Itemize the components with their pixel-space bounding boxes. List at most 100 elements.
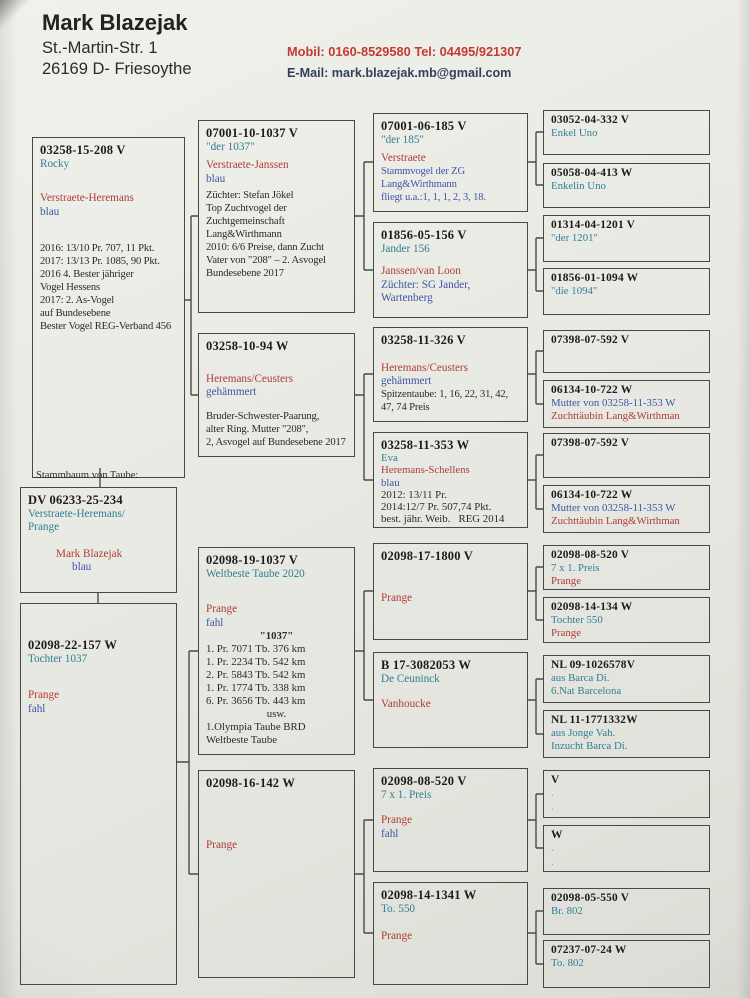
strain-name: Prange [28, 689, 60, 702]
breeder-name: Mark Blazejak [56, 547, 123, 560]
note-line: alter Ring. Mutter "208", [206, 423, 309, 435]
pigeon-name: aus Jonge Vah. [551, 727, 616, 740]
strain-name: Vanhoucke [381, 698, 431, 711]
info-line: Wartenberg [381, 292, 433, 305]
pedigree-box-02098-08-520: 02098-08-520 V 7 x 1. Preis Prange fahl [373, 768, 528, 872]
strain-name: Prange [28, 521, 60, 534]
tree-title: Stammbaum von Taube: [36, 470, 139, 481]
strain-name: Verstraete-Heremans/ [28, 508, 125, 520]
pigeon-name: Tochter 1037 [28, 653, 88, 665]
placeholder-dot: . [551, 843, 554, 855]
pedigree-box-01314-04-1201: 01314-04-1201 V "der 1201" [543, 215, 710, 262]
note-line: 2016 4. Bester jähriger [40, 269, 134, 281]
ring-number: 06134-10-722 W [551, 489, 633, 501]
strain-name: Heremans-Schellens [381, 464, 470, 477]
contact-phone: Mobil: 0160-8529580 Tel: 04495/921307 [287, 44, 522, 59]
ring-number: 07237-07-24 W [551, 944, 627, 956]
result-line: 1. Pr. 2234 Tb. 542 km [206, 656, 306, 669]
ring-number: 07398-07-592 V [551, 334, 630, 346]
pedigree-box-03258-15-208: 03258-15-208 V Rocky Verstraete-Heremans… [32, 137, 185, 478]
etc-line: usw. [266, 708, 287, 721]
note-line: Vater von "208" – 2. Asvogel [206, 254, 326, 266]
pedigree-box-02098-17-1800: 02098-17-1800 V Prange [373, 543, 528, 640]
note-line: 2, Asvogel auf Bundesebene 2017 [206, 436, 346, 448]
placeholder-dot: . [551, 856, 554, 868]
strain-name: Janssen/van Loon [381, 265, 461, 278]
strain-name: Heremans/Ceusters [381, 362, 468, 374]
pedigree-box-02098-08-520-g4: 02098-08-520 V 7 x 1. Preis Prange [543, 545, 710, 590]
race-results: 1. Pr. 7071 Tb. 376 km 1. Pr. 2234 Tb. 5… [206, 643, 347, 708]
note-line: Vogel Hessens [40, 282, 100, 294]
note-line: 2012: 13/11 Pr. [381, 488, 447, 501]
strain-name: Prange [551, 626, 581, 639]
strain-name: Prange [206, 839, 238, 851]
result-line: 1. Pr. 1774 Tb. 338 km [206, 682, 306, 695]
note-line: 2010: 6/6 Preise, dann Zucht [206, 242, 324, 253]
ring-number: NL 11-1771332W [551, 714, 638, 726]
pedigree-box-07001-10-1037: 07001-10-1037 V "der 1037" Verstraete-Ja… [198, 120, 355, 313]
pigeon-name: "die 1094" [551, 285, 598, 298]
note-line: 2017: 13/13 Pr. 1085, 90 Pkt. [40, 256, 160, 268]
ring-number: V [551, 774, 560, 786]
pigeon-nickname: "1037" [259, 630, 294, 643]
info-line: fliegt u.a.:1, 1, 1, 2, 3, 18. [381, 191, 486, 203]
pedigree-box-07398-07-592-a: 07398-07-592 V [543, 330, 710, 373]
color-word: blau [72, 561, 92, 574]
note-line: Top Zuchtvogel der [206, 203, 287, 215]
ring-number: 02098-16-142 W [206, 776, 296, 790]
owner-address-line2: 26169 D- Friesoythe [42, 60, 192, 78]
pedigree-box-01856-01-1094: 01856-01-1094 W "die 1094" [543, 268, 710, 315]
note-line: Lang&Wirthmann [206, 229, 282, 241]
pedigree-box-empty-V: V . . [543, 770, 710, 818]
pedigree-box-03052-04-332: 03052-04-332 V Enkel Uno [543, 110, 710, 155]
ring-number: 02098-22-157 W [28, 638, 118, 652]
ring-number: 07398-07-592 V [551, 437, 630, 449]
note-line: 47, 74 Preis [381, 401, 430, 413]
pigeon-name: "der 185" [381, 134, 424, 146]
info-line: Mutter von 03258-11-353 W [551, 397, 676, 410]
pedigree-box-01856-05-156: 01856-05-156 V Jander 156 Janssen/van Lo… [373, 222, 528, 318]
note-line: 2017: 2. As-Vogel [40, 295, 115, 306]
result-notes: Züchter: Stefan Jökel Top Zuchtvogel der… [206, 190, 347, 280]
ring-number: 01314-04-1201 V [551, 219, 636, 231]
result-line: 6. Pr. 3656 Tb. 443 km [206, 695, 306, 708]
owner-address-line1: St.-Martin-Str. 1 [42, 39, 158, 57]
color-word: fahl [206, 616, 224, 629]
contact-email: E-Mail: mark.blazejak.mb@gmail.com [287, 66, 512, 80]
result-notes: 2016: 13/10 Pr. 707, 11 Pkt. 2017: 13/13… [40, 243, 177, 333]
note-line: 2016: 13/10 Pr. 707, 11 Pkt. [40, 243, 155, 255]
ring-number: 01856-05-156 V [381, 228, 467, 242]
ring-number: 03258-11-326 V [381, 333, 466, 347]
pigeon-name: De Ceuninck [381, 673, 440, 685]
strain-name: Zuchttäubin Lang&Wirthman [551, 409, 680, 422]
pigeon-name: Tochter 550 [551, 614, 603, 627]
pigeon-name: aus Barca Di. [551, 672, 610, 685]
pigeon-name: Jander 156 [381, 243, 430, 255]
pedigree-box-06134-10-722-a: 06134-10-722 W Mutter von 03258-11-353 W… [543, 380, 710, 428]
ring-number: W [551, 829, 563, 841]
info-line: 6.Nat Barcelona [551, 684, 622, 697]
pigeon-name: "der 1037" [206, 141, 255, 153]
pedigree-box-07398-07-592-b: 07398-07-592 V [543, 433, 710, 478]
pigeon-name: Enkel Uno [551, 127, 598, 140]
pedigree-box-07001-06-185: 07001-06-185 V "der 185" Verstraete Stam… [373, 113, 528, 212]
strain-name: Verstraete [381, 152, 426, 165]
note-line: Bundesebene 2017 [206, 267, 284, 279]
color-word: gehämmert [206, 386, 257, 399]
pedigree-box-07237-07-24: 07237-07-24 W To. 802 [543, 940, 710, 988]
info-line: Züchter: SG Jander, [381, 278, 471, 291]
pigeon-name: 7 x 1. Preis [551, 562, 600, 575]
pigeon-name: Enkelin Uno [551, 180, 606, 193]
ring-number: 02098-08-520 V [551, 549, 630, 561]
pedigree-box-subject-DV-06233-25-234: DV 06233-25-234 Verstraete-Heremans/ Pra… [20, 487, 177, 593]
owner-name: Mark Blazejak [42, 10, 188, 35]
note-line: Zuchtgemeinschaft [206, 216, 285, 228]
ring-number: DV 06233-25-234 [28, 493, 123, 507]
pedigree-box-empty-W: W . . [543, 825, 710, 872]
result-notes: 1.Olympia Taube BRD Weltbeste Taube [206, 721, 347, 747]
pedigree-box-03258-10-94: 03258-10-94 W Heremans/Ceusters gehämmer… [198, 333, 355, 457]
pigeon-name: To. 802 [551, 957, 584, 970]
ring-number: B 17-3082053 W [381, 658, 472, 672]
color-word: fahl [381, 827, 399, 840]
